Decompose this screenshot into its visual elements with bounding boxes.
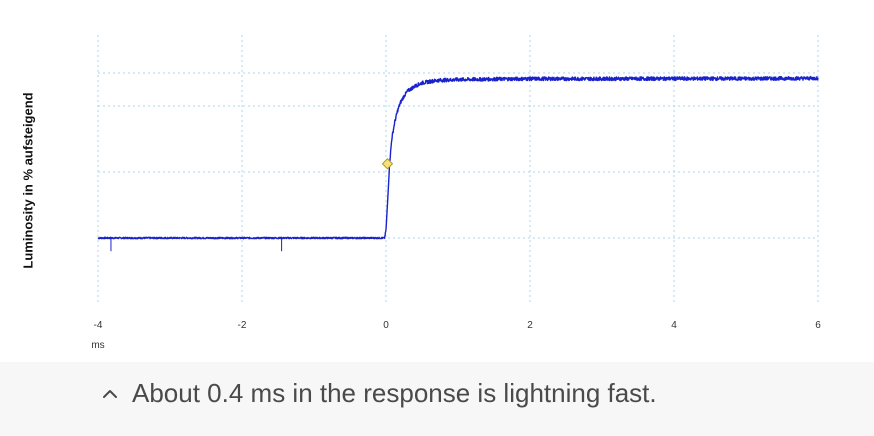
series-line: [97, 75, 819, 240]
x-tick-label: 6: [815, 320, 821, 331]
x-tick-label: 2: [527, 320, 533, 331]
caption-bar: [0, 362, 874, 436]
x-axis-unit-label: ms: [91, 340, 104, 351]
marker-point: [381, 158, 394, 170]
caption-text: About 0.4 ms in the response is lightnin…: [132, 378, 657, 408]
x-tick-label: -2: [238, 320, 247, 331]
chevron-up-icon[interactable]: [100, 384, 120, 404]
x-tick-label: -4: [94, 320, 103, 331]
x-tick-label: 4: [671, 320, 677, 331]
luminosity-chart: -4 -2 0 2 4 6 ms: [91, 35, 821, 351]
x-tick-label: 0: [383, 320, 389, 331]
caption[interactable]: About 0.4 ms in the response is lightnin…: [100, 378, 657, 409]
